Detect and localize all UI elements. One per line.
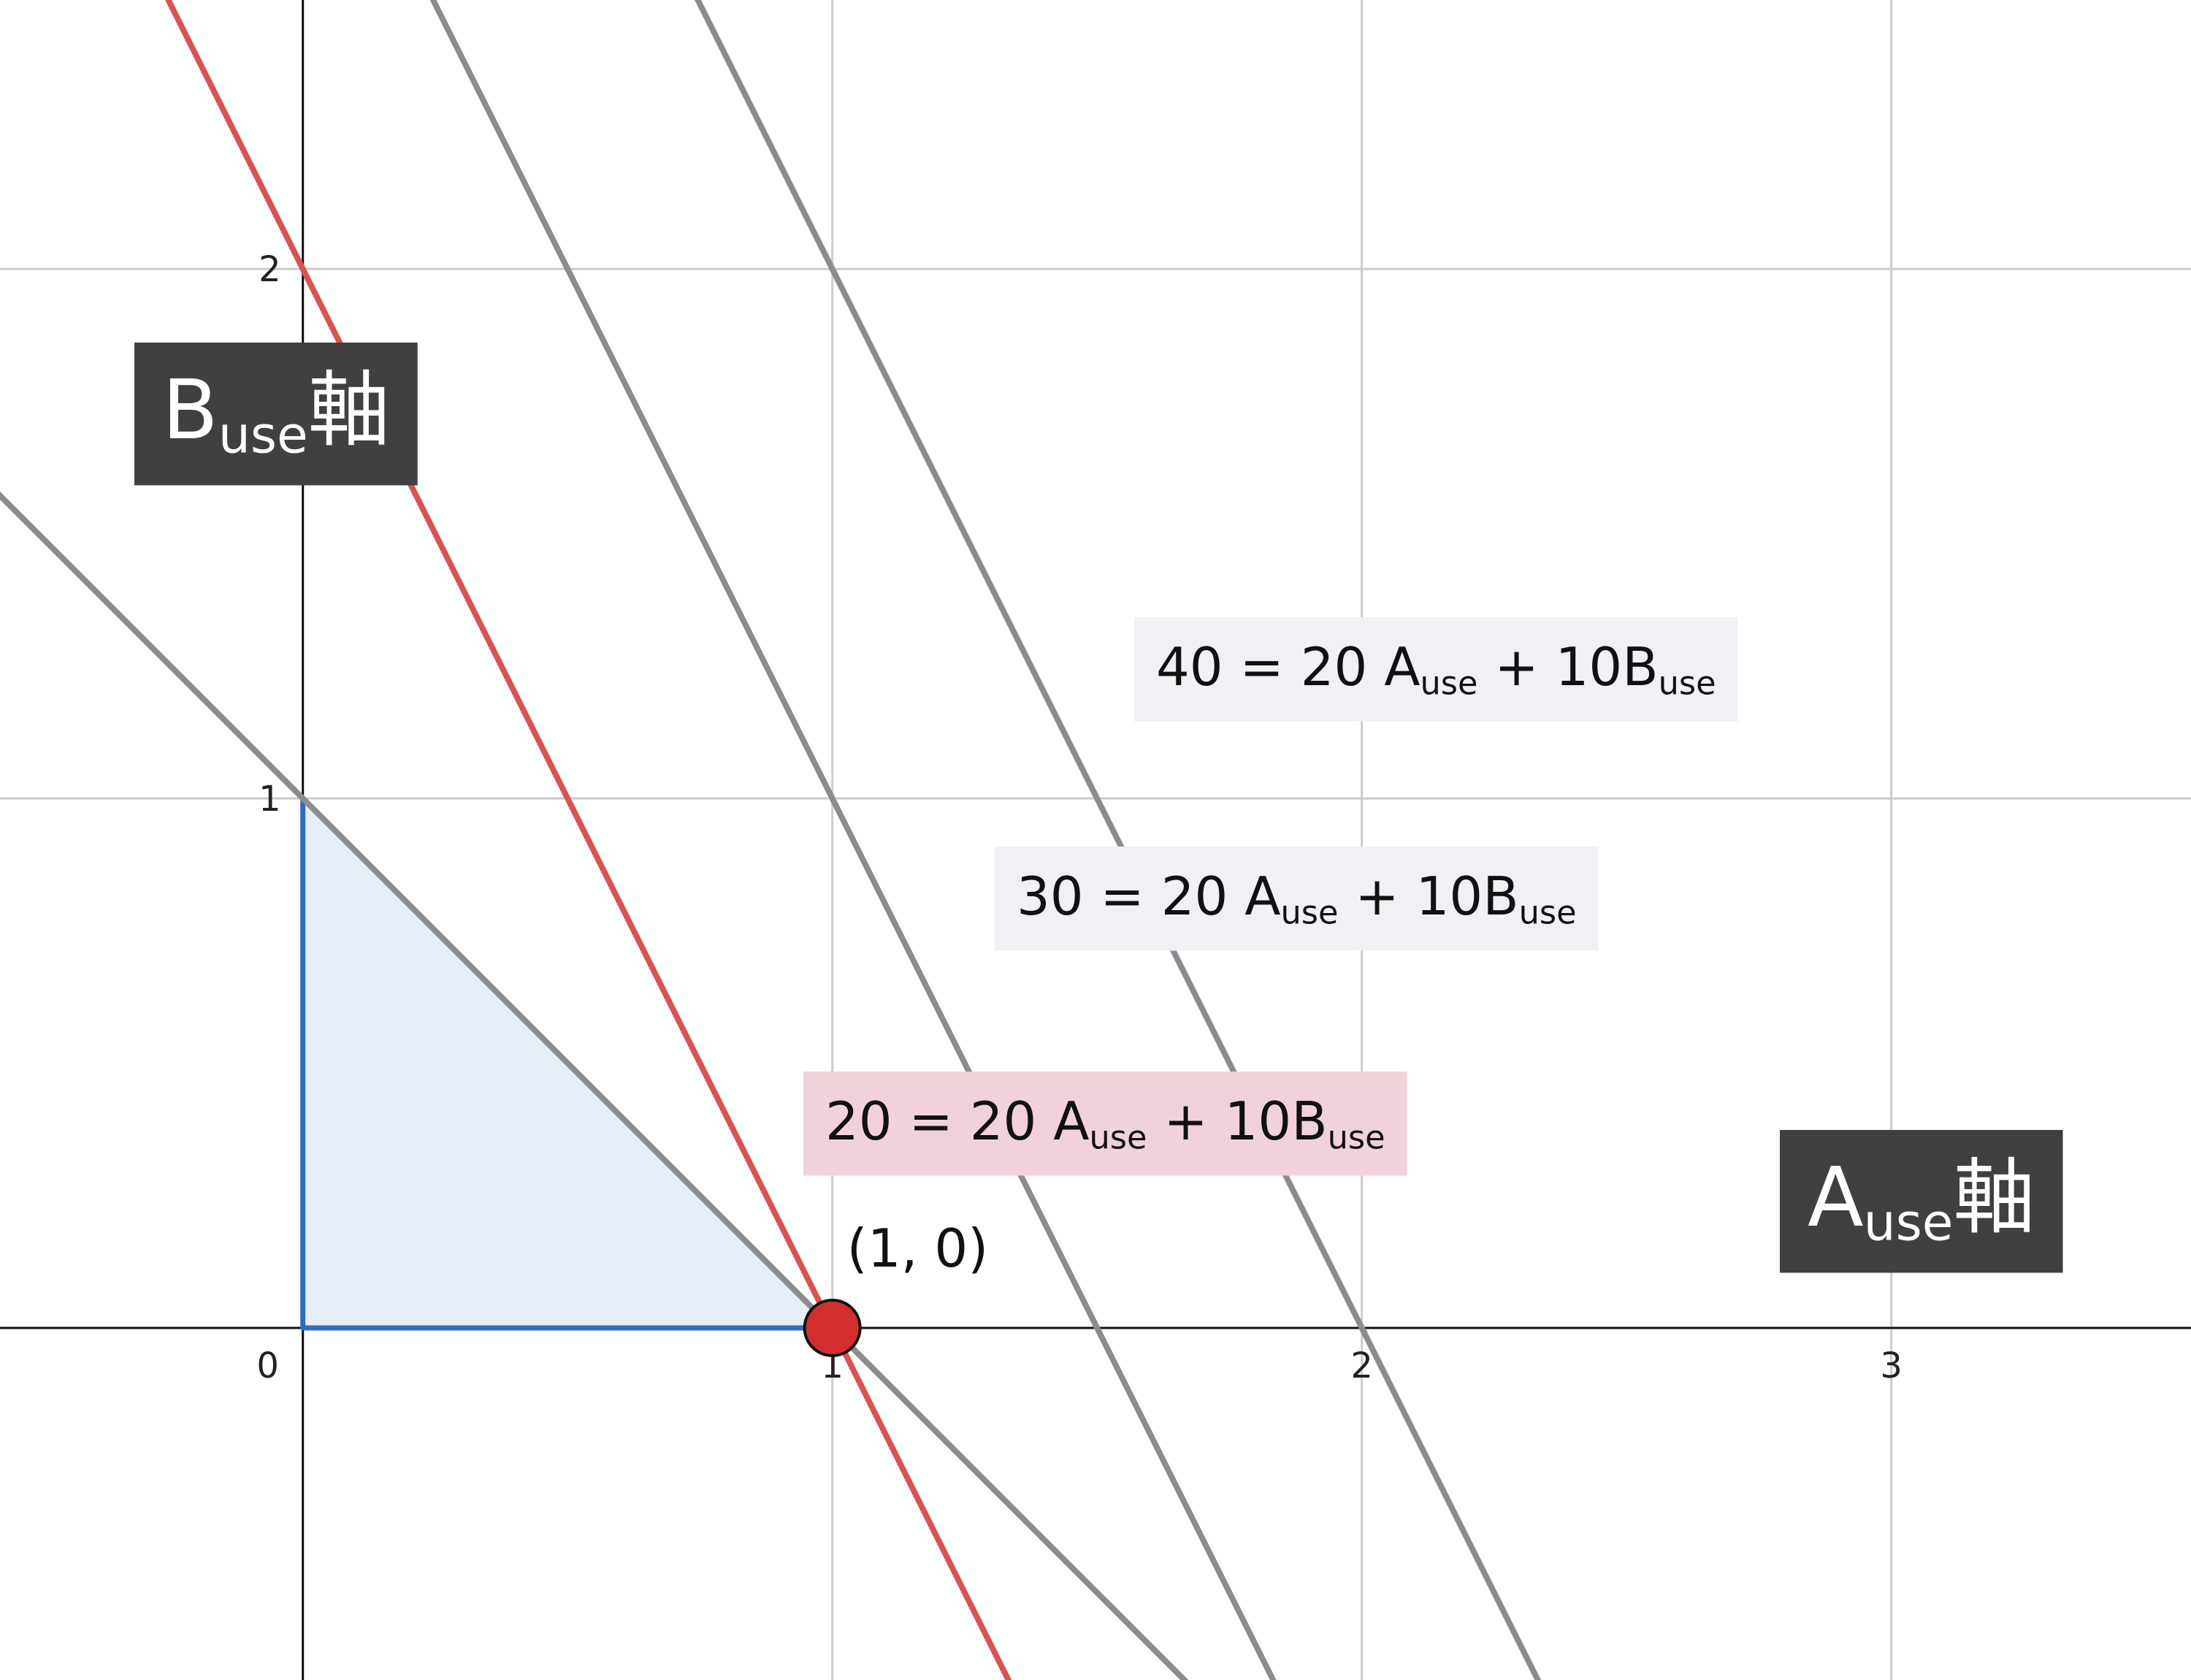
constraint-line bbox=[0, 491, 1189, 1680]
optimal-point bbox=[803, 1298, 862, 1357]
point-label: (1, 0) bbox=[847, 1218, 989, 1279]
label-box bbox=[1780, 1129, 2063, 1273]
equation-label-part: use bbox=[1659, 664, 1716, 702]
x-tick-label: 0 bbox=[256, 1345, 279, 1386]
equation-label-part: use bbox=[1420, 664, 1477, 702]
x-axis-label-part: use bbox=[1864, 1194, 1954, 1252]
y-axis-label-part: use bbox=[218, 406, 308, 465]
label-box bbox=[995, 846, 1599, 951]
constraint-line bbox=[695, 0, 1542, 1680]
equation-label: 40 = 20 Ause + 10Buse bbox=[1156, 636, 1716, 703]
y-axis-label-part: B bbox=[162, 363, 218, 458]
equation-label-part: + 10B bbox=[1338, 866, 1518, 927]
equation-label: 20 = 20 Ause + 10Buse bbox=[825, 1091, 1385, 1157]
y-tick-label: 1 bbox=[259, 779, 281, 820]
label-box bbox=[134, 342, 418, 486]
label-box bbox=[1134, 616, 1738, 722]
equation-label-part: + 10B bbox=[1477, 636, 1658, 698]
equation-label-part: + 10B bbox=[1147, 1091, 1327, 1152]
label-box bbox=[803, 1071, 1407, 1176]
x-axis-label: Ause軸 bbox=[1808, 1150, 2035, 1252]
x-tick-label: 3 bbox=[1880, 1345, 1903, 1386]
equation-label-part: 20 = 20 A bbox=[825, 1091, 1089, 1152]
equation-label: 30 = 20 Ause + 10Buse bbox=[1017, 866, 1577, 932]
equation-label-part: 40 = 20 A bbox=[1156, 636, 1420, 698]
y-axis-label-part: 軸 bbox=[308, 363, 390, 458]
x-tick-label: 2 bbox=[1350, 1345, 1373, 1386]
y-tick-label: 2 bbox=[259, 249, 281, 290]
x-axis-label-part: A bbox=[1808, 1150, 1864, 1245]
equation-label-part: 30 = 20 A bbox=[1017, 866, 1280, 927]
equation-label-part: use bbox=[1519, 893, 1577, 931]
equation-label-part: use bbox=[1280, 893, 1338, 931]
y-axis-label: Buse軸 bbox=[162, 363, 390, 465]
equation-label-part: use bbox=[1089, 1118, 1147, 1156]
equation-label-part: use bbox=[1328, 1118, 1385, 1156]
x-axis-label-part: 軸 bbox=[1954, 1150, 2035, 1245]
constraint-line bbox=[429, 0, 1277, 1680]
constraint-line bbox=[165, 0, 1012, 1680]
